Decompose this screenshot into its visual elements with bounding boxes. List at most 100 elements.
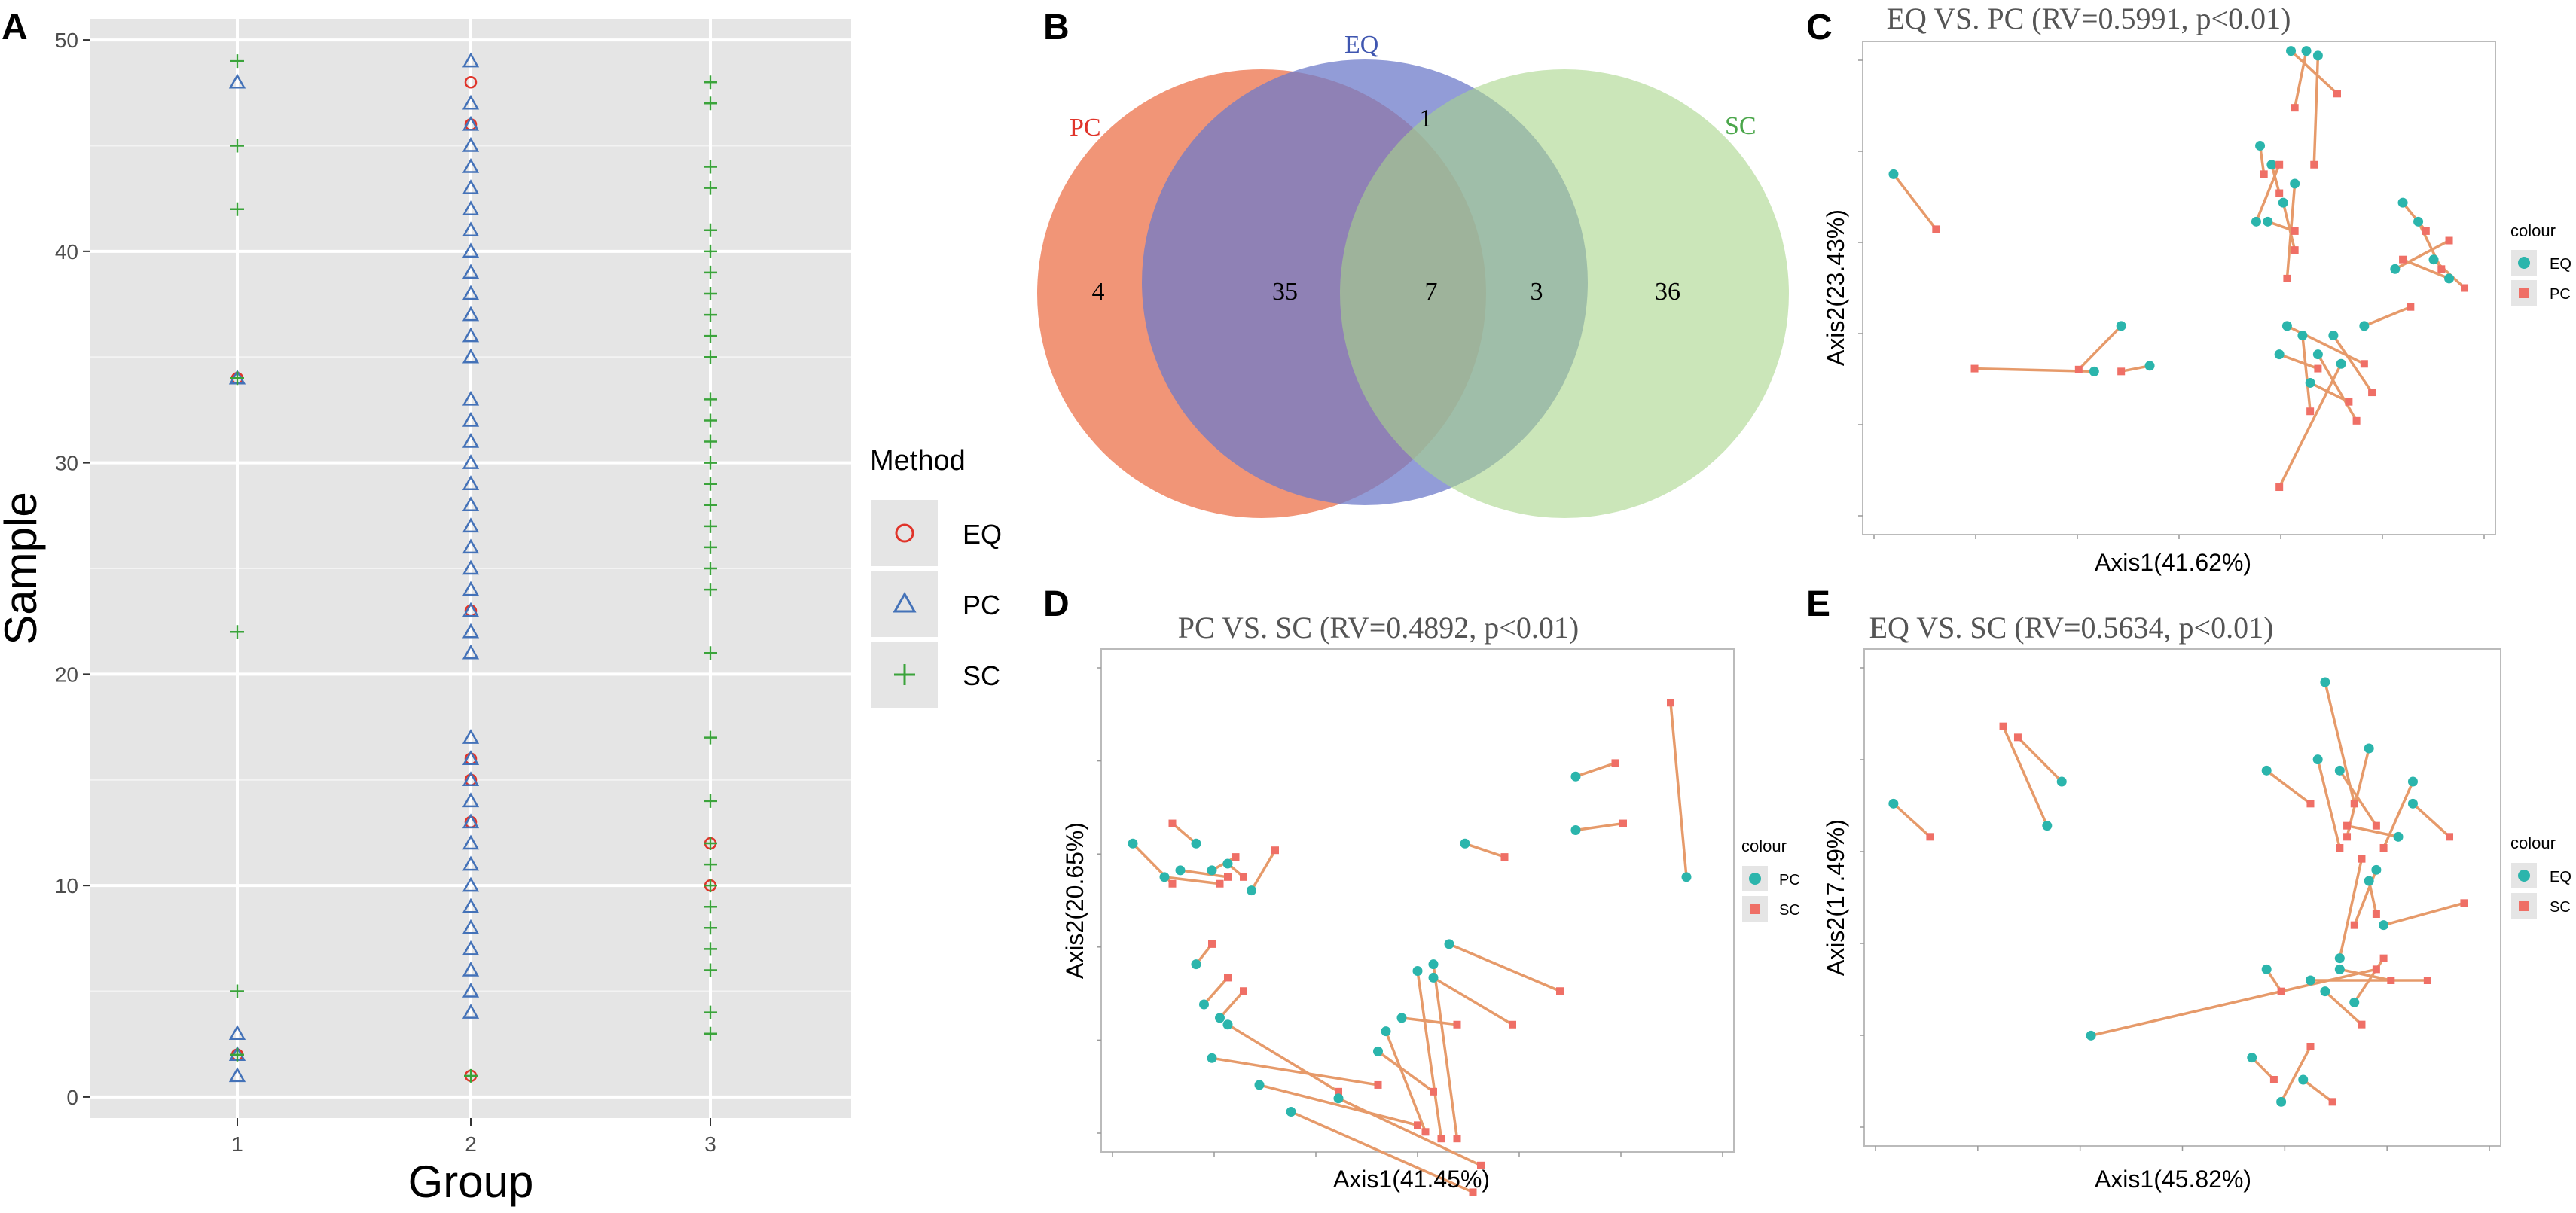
square-point xyxy=(2379,844,2388,852)
square-point xyxy=(1271,846,1279,855)
panel-e-title: EQ VS. SC (RV=0.5634, p<0.01) xyxy=(1869,611,2274,645)
circle-point xyxy=(2042,821,2053,831)
pc-point xyxy=(462,813,480,829)
square-point xyxy=(1667,699,1674,707)
circle-point xyxy=(2444,273,2455,284)
pc-point xyxy=(462,729,480,744)
pc-point xyxy=(462,538,480,554)
circle-point xyxy=(1175,865,1186,876)
pair-connector xyxy=(2367,880,2378,915)
sc-point xyxy=(704,434,717,449)
circle-point xyxy=(1286,1107,1296,1117)
pair-connector xyxy=(2293,50,2308,108)
sc-point xyxy=(704,287,717,300)
sc-point xyxy=(704,1005,717,1019)
sc-point xyxy=(704,794,717,808)
pc-point xyxy=(462,454,480,469)
circle-point xyxy=(1207,1053,1217,1063)
circle-point xyxy=(2334,765,2345,776)
pc-point xyxy=(462,306,480,322)
sc-point xyxy=(704,75,717,90)
panel-d-legend-sc-square-icon xyxy=(1750,904,1760,914)
pc-point xyxy=(462,1004,480,1019)
panel-a-legend: Method EQ PC SC xyxy=(870,445,1002,708)
circle-point xyxy=(2349,997,2360,1007)
panel-c-xlabel: Axis1(41.62%) xyxy=(2095,549,2251,576)
pc-point xyxy=(462,876,480,892)
pair-connector xyxy=(2281,202,2297,251)
pc-point xyxy=(462,834,480,850)
circle-point xyxy=(1381,1026,1391,1037)
pc-point xyxy=(462,390,480,406)
sc-point xyxy=(704,329,717,343)
panel-c-legend-pc-square-icon xyxy=(2519,288,2529,298)
pc-point xyxy=(462,94,480,110)
panel-d-legend-label-1: PC xyxy=(1779,872,1800,888)
circle-point xyxy=(1333,1093,1344,1104)
square-point xyxy=(2333,90,2341,98)
panel-d-ylabel: Axis2(20.65%) xyxy=(1061,822,1088,979)
square-point xyxy=(2260,170,2268,178)
panel-a: A 0 10 20 30 40 50 1 2 3 Group Sample Method EQ … xyxy=(0,8,1002,1207)
pair-connector xyxy=(2383,901,2465,927)
pair-connector xyxy=(2016,736,2063,783)
circle-point xyxy=(2301,46,2312,56)
panel-c: C EQ VS. PC (RV=0.5991, p<0.01) Axis1(41… xyxy=(1806,2,2571,576)
pair-connector xyxy=(2301,335,2312,412)
circle-point xyxy=(1888,798,1899,809)
x-tick-label: 2 xyxy=(465,1132,477,1156)
circle-point xyxy=(2286,46,2297,56)
square-point xyxy=(2407,303,2415,311)
square-point xyxy=(1232,853,1240,861)
venn-count-pc-eq: 35 xyxy=(1272,278,1298,306)
pc-point xyxy=(462,348,480,364)
square-point xyxy=(2358,855,2366,863)
circle-point xyxy=(2274,349,2285,360)
pair-connector xyxy=(2280,1046,2312,1103)
pair-connector xyxy=(1433,976,1513,1026)
circle-point xyxy=(2290,178,2300,189)
square-point xyxy=(1437,1135,1445,1143)
legend-key-pc xyxy=(871,571,938,637)
circle-point xyxy=(1681,872,1692,882)
sc-point xyxy=(230,202,244,216)
square-point xyxy=(2291,104,2299,112)
pc-point xyxy=(462,264,480,279)
y-tick-label: 50 xyxy=(55,29,78,52)
sc-point xyxy=(704,730,717,745)
sc-point xyxy=(704,223,717,237)
pair-connector xyxy=(1180,869,1228,879)
pair-connector xyxy=(2324,990,2363,1026)
square-point xyxy=(1421,1128,1430,1136)
square-point xyxy=(2368,389,2376,397)
square-point xyxy=(1374,1080,1382,1089)
legend-label-pc: PC xyxy=(963,590,1000,620)
pc-point xyxy=(462,623,480,639)
pc-point xyxy=(462,898,480,913)
circle-point xyxy=(1373,1046,1383,1056)
pair-connector xyxy=(1377,1050,1435,1093)
circle-point xyxy=(2312,50,2323,61)
panel-e-legend-sc-square-icon xyxy=(2519,901,2529,911)
pair-connector xyxy=(2339,968,2391,982)
pc-point xyxy=(462,940,480,955)
pair-connector xyxy=(2338,858,2364,959)
circle-point xyxy=(1396,1013,1407,1023)
pc-point xyxy=(462,602,480,617)
circle-point xyxy=(2144,361,2155,371)
square-point xyxy=(2336,844,2344,852)
pc-point xyxy=(462,157,480,173)
venn-label-pc: PC xyxy=(1070,114,1101,142)
pair-connector xyxy=(1384,1031,1427,1132)
circle-point xyxy=(1215,1013,1225,1023)
circle-point xyxy=(2390,264,2401,274)
pair-connector xyxy=(2324,681,2356,804)
legend-eq-circle-icon xyxy=(895,523,914,543)
panel-e-legend-eq-dot-icon xyxy=(2518,870,2530,882)
pair-connector xyxy=(1259,1083,1418,1127)
square-point xyxy=(2461,284,2469,292)
square-point xyxy=(1224,873,1232,881)
pc-point xyxy=(462,496,480,512)
square-point xyxy=(2343,833,2352,841)
square-point xyxy=(1500,853,1509,861)
